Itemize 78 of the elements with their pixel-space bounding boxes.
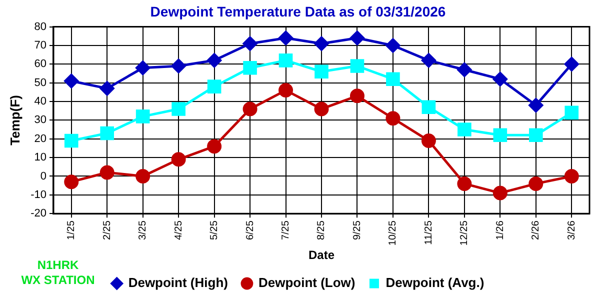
legend-label: Dewpoint (High) xyxy=(128,275,228,290)
point xyxy=(528,98,544,112)
point xyxy=(136,110,150,124)
point xyxy=(171,152,186,167)
x-tick-label: 12/25 xyxy=(459,220,470,246)
y-tick-label: 40 xyxy=(34,96,46,108)
x-tick-label: 2/25 xyxy=(102,220,113,240)
point xyxy=(528,128,543,142)
x-tick-label: 3/26 xyxy=(566,220,578,240)
point xyxy=(136,168,150,184)
point xyxy=(350,59,364,73)
y-tick-label: 30 xyxy=(34,114,46,126)
point xyxy=(493,128,508,142)
point xyxy=(421,133,436,148)
point xyxy=(350,88,364,104)
point xyxy=(207,53,222,68)
y-axis-title: Temp(F) xyxy=(7,95,22,146)
x-tick-label: 6/25 xyxy=(244,220,256,240)
point xyxy=(386,72,400,86)
point xyxy=(242,102,258,116)
point xyxy=(421,53,436,68)
point xyxy=(171,58,186,74)
y-tick-label: 80 xyxy=(34,20,46,33)
point xyxy=(207,80,222,94)
point xyxy=(314,36,329,51)
point xyxy=(564,56,579,72)
legend-label: Dewpoint (Avg.) xyxy=(386,275,484,290)
x-tick-label: 9/25 xyxy=(352,220,363,240)
y-tick-label: 50 xyxy=(34,76,46,89)
point xyxy=(457,62,472,78)
point xyxy=(64,174,79,190)
x-tick-label: 2/26 xyxy=(530,220,542,240)
point xyxy=(314,102,329,116)
point xyxy=(492,186,508,200)
point xyxy=(136,60,150,76)
x-tick-label: 10/25 xyxy=(388,220,399,246)
point xyxy=(64,74,79,88)
point xyxy=(278,83,294,98)
point xyxy=(314,64,328,79)
point xyxy=(528,176,544,191)
point xyxy=(207,139,222,154)
text: N1HRK WX STATION xyxy=(20,258,96,288)
point xyxy=(172,102,186,116)
x-tick-label: 8/25 xyxy=(316,220,328,240)
point xyxy=(100,126,114,140)
point xyxy=(350,30,364,46)
x-tick-label: 4/25 xyxy=(173,220,184,240)
point xyxy=(458,122,472,136)
y-tick-label: 10 xyxy=(34,152,46,164)
point xyxy=(243,60,257,75)
chart-title: Dewpoint Temperature Data as of 03/31/2026 xyxy=(150,3,446,20)
y-tick-label: 0 xyxy=(40,170,46,182)
x-axis-title: Date xyxy=(308,248,335,262)
y-tick-label: 60 xyxy=(34,58,46,70)
x-tick-label: 5/25 xyxy=(209,220,220,240)
point xyxy=(564,106,579,120)
x-tick-label: 7/25 xyxy=(280,220,292,240)
y-tick-label: 70 xyxy=(34,40,46,52)
point xyxy=(278,30,294,46)
point xyxy=(386,111,400,126)
point xyxy=(242,36,258,51)
x-tick-label: 11/25 xyxy=(423,220,434,245)
point xyxy=(64,134,78,148)
point xyxy=(100,165,114,180)
x-tick-label: 3/25 xyxy=(138,220,149,240)
point xyxy=(278,54,293,68)
y-tick-label: -20 xyxy=(30,208,46,220)
x-tick-label: 1/25 xyxy=(66,220,78,240)
point xyxy=(492,72,508,86)
point xyxy=(100,81,114,96)
y-tick-label: 20 xyxy=(34,132,46,145)
point xyxy=(457,176,472,191)
point xyxy=(422,100,436,114)
y-tick-label: -10 xyxy=(30,188,46,201)
point xyxy=(386,38,400,53)
x-tick-label: 1/26 xyxy=(494,220,506,240)
point xyxy=(564,168,579,184)
legend-label: Dewpoint (Low) xyxy=(258,275,356,290)
